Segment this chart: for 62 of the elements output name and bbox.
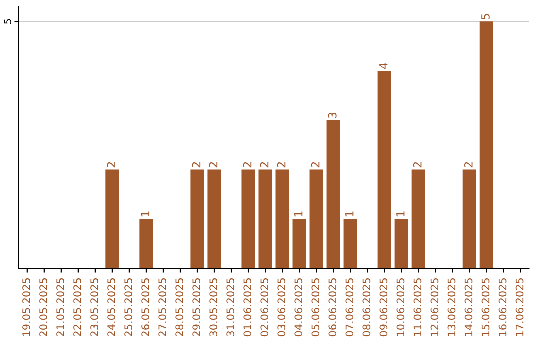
bar [480, 22, 494, 269]
data-label: 1 [294, 212, 303, 217]
x-tick-label: 24.05.2025 [108, 278, 116, 337]
x-tick-label: 28.05.2025 [176, 278, 184, 337]
x-tick-label: 06.06.2025 [328, 278, 337, 337]
bar [394, 219, 408, 269]
x-tick-label: 30.05.2025 [210, 278, 218, 336]
data-label: 1 [396, 212, 405, 217]
bar [140, 219, 154, 269]
data-label: 2 [107, 162, 116, 168]
data-label: 3 [328, 112, 337, 118]
x-tick-label: 19.05.2025 [22, 278, 30, 336]
x-tick-label: 02.06.2025 [260, 278, 269, 337]
x-tick-label: 26.05.2025 [142, 278, 150, 337]
x-tick-label: 27.05.2025 [158, 278, 167, 337]
x-tick-label: 15.06.2025 [482, 278, 490, 336]
data-label: 2 [260, 162, 269, 168]
data-label: 2 [209, 162, 218, 168]
x-tick-label: 13.06.2025 [448, 278, 456, 336]
data-label: 4 [380, 63, 388, 70]
x-tick-label: 23.05.2025 [90, 278, 98, 337]
x-tick-label: 04.06.2025 [294, 278, 303, 337]
data-label: 2 [413, 162, 422, 168]
x-tick-label: 09.06.2025 [380, 278, 388, 337]
data-label: 1 [346, 212, 354, 217]
x-tick-label: 12.06.2025 [430, 278, 439, 336]
bar [344, 219, 358, 269]
data-label: 5 [482, 14, 490, 20]
x-tick-label: 01.06.2025 [244, 278, 252, 337]
x-tick-label: 22.05.2025 [74, 278, 82, 337]
x-tick-label: 11.06.2025 [414, 278, 422, 336]
x-tick-label: 08.06.2025 [362, 278, 371, 337]
bar [242, 170, 256, 269]
x-tick-label: 03.06.2025 [278, 278, 286, 337]
data-label: 2 [192, 162, 201, 168]
data-label: 1 [141, 212, 150, 217]
data-label: 2 [243, 162, 252, 168]
x-tick-label: 07.06.2025 [346, 278, 354, 337]
data-label: 2 [464, 162, 473, 168]
bar [412, 170, 426, 269]
x-tick-label: 31.05.2025 [226, 278, 235, 336]
bar [462, 170, 476, 269]
x-tick-label: 16.06.2025 [498, 278, 507, 336]
x-tick-label: 20.05.2025 [40, 278, 48, 337]
bar [106, 170, 120, 269]
x-tick-label: 10.06.2025 [396, 278, 405, 336]
bar [276, 170, 290, 269]
bar [310, 170, 324, 269]
x-tick-label: 25.05.2025 [124, 278, 132, 337]
bar [208, 170, 222, 269]
bar [378, 71, 392, 269]
bar [292, 219, 306, 269]
x-tick-label: 17.06.2025 [516, 278, 524, 336]
x-tick-label: 05.06.2025 [312, 278, 320, 337]
bar [190, 170, 204, 269]
bar [258, 170, 272, 269]
data-label: 2 [277, 162, 286, 168]
x-tick-label: 21.05.2025 [56, 278, 64, 337]
x-tick-label: 14.06.2025 [464, 278, 473, 336]
data-label: 2 [311, 162, 320, 168]
bar [326, 120, 340, 269]
x-tick-label: 29.05.2025 [192, 278, 201, 337]
